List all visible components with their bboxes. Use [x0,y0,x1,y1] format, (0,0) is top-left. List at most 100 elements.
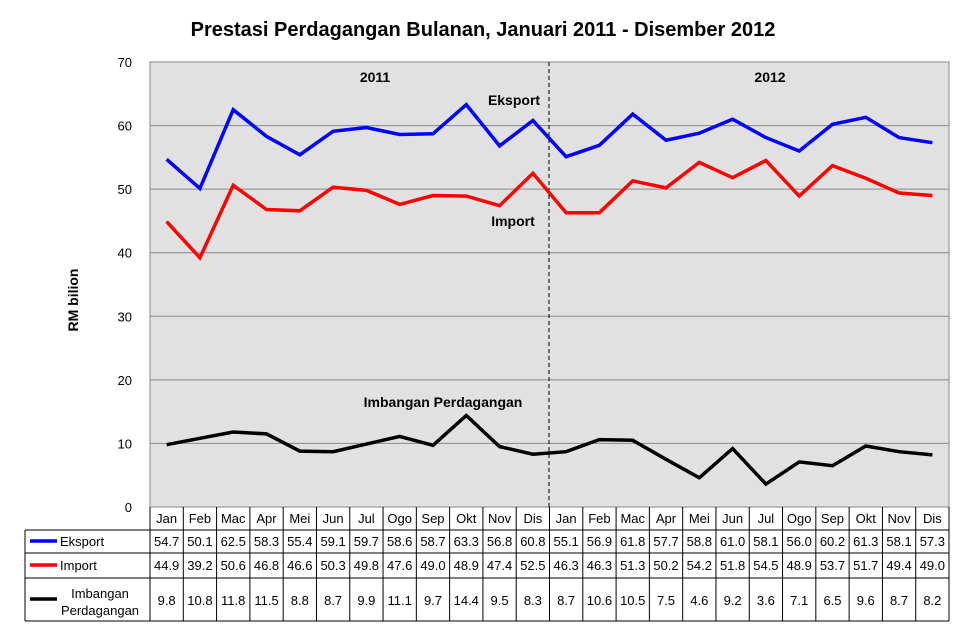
table-cell: 11.8 [221,593,245,608]
table-row-label: Eksport [60,534,104,549]
x-tick-label: Ogo [387,511,412,526]
table-row-label: Imbangan [71,586,129,601]
table-cell: 46.6 [287,558,312,573]
table-cell: 11.5 [254,593,278,608]
table-cell: 8.7 [557,593,575,608]
table-cell: 58.1 [753,534,778,549]
table-cell: 9.7 [424,593,442,608]
table-cell: 49.0 [420,558,445,573]
table-cell: 55.4 [287,534,312,549]
y-tick-label: 60 [118,119,132,134]
table-cell: 10.6 [587,593,612,608]
x-tick-label: Mac [620,511,645,526]
annotation-imbangan: Imbangan Perdagangan [364,394,523,410]
table-cell: 46.3 [587,558,612,573]
series-line-1 [165,158,933,261]
table-cell: 9.6 [857,593,875,608]
table-cell: 55.1 [553,534,578,549]
year-label-2012: 2012 [754,69,785,85]
x-tick-label: Dis [523,511,542,526]
table-cell: 61.8 [620,534,645,549]
x-tick-label: Nov [888,511,912,526]
x-tick-label: Apr [656,511,677,526]
table-row-label: Perdagangan [61,603,139,618]
table-cell: 50.1 [187,534,212,549]
x-tick-label: Mei [689,511,710,526]
table-cell: 53.7 [820,558,845,573]
table-row-label: Import [60,558,97,573]
table-cell: 6.5 [823,593,841,608]
table-cell: 58.3 [254,534,279,549]
table-cell: 8.8 [291,593,309,608]
series-lines [165,102,933,487]
table-cell: 57.7 [653,534,678,549]
table-cell: 11.1 [388,593,412,608]
table-cell: 56.8 [487,534,512,549]
table-cell: 63.3 [454,534,479,549]
table-cell: 51.3 [620,558,645,573]
y-axis: 0 10 20 30 40 50 60 70 [118,55,132,515]
x-tick-label: Jan [156,511,177,526]
table-cell: 59.7 [354,534,379,549]
table-cell: 58.8 [687,534,712,549]
x-tick-label: Okt [856,511,877,526]
x-tick-label: Jul [758,511,775,526]
series-line-2 [166,413,933,487]
x-tick-label: Sep [421,511,444,526]
series-line-0 [165,102,933,192]
annotation-eksport: Eksport [488,92,540,108]
y-tick-label: 30 [118,309,132,324]
table-cell: 62.5 [221,534,246,549]
table-cell: 51.7 [853,558,878,573]
x-tick-label: Ogo [787,511,812,526]
table-cell: 9.5 [491,593,509,608]
table-cell: 54.5 [753,558,778,573]
table-cell: 57.3 [920,534,945,549]
table-cell: 60.2 [820,534,845,549]
x-tick-label: Nov [488,511,512,526]
table-cell: 47.6 [387,558,412,573]
table-cell: 56.0 [787,534,812,549]
table-cell: 10.8 [187,593,212,608]
year-label-2011: 2011 [360,69,391,85]
x-tick-label: Okt [456,511,477,526]
table-cell: 50.3 [320,558,345,573]
table-cell: 14.4 [454,593,479,608]
table-cell: 49.4 [886,558,911,573]
table-cell: 54.2 [687,558,712,573]
x-tick-label: Jun [323,511,344,526]
table-cell: 3.6 [757,593,775,608]
x-tick-label: Mac [221,511,246,526]
table-cell: 49.0 [920,558,945,573]
table-cell: 61.3 [853,534,878,549]
data-table: Jan Feb Mac Apr Mei Jun Jul Ogo Sep Okt Nov Dis Jan F… [24,507,950,622]
table-cell: 56.9 [587,534,612,549]
table-cell: 39.2 [187,558,212,573]
x-tick-label: Dis [923,511,942,526]
x-tick-label: Apr [256,511,277,526]
annotation-import: Import [491,213,535,229]
y-tick-label: 20 [118,373,132,388]
table-cell: 46.3 [553,558,578,573]
table-cell: 10.5 [620,593,645,608]
table-cell: 60.8 [520,534,545,549]
table-cell: 44.9 [154,558,179,573]
table-cell: 50.6 [221,558,246,573]
x-tick-label: Jul [358,511,375,526]
y-tick-label: 50 [118,182,132,197]
table-cell: 7.1 [790,593,808,608]
x-tick-label: Sep [821,511,844,526]
table-cell: 8.3 [524,593,542,608]
y-tick-label: 0 [125,500,132,515]
x-tick-label: Jun [722,511,743,526]
table-cell: 48.9 [454,558,479,573]
table-cell: 7.5 [657,593,675,608]
table-cell: 8.7 [890,593,908,608]
table-cell: 49.8 [354,558,379,573]
x-tick-label: Feb [189,511,211,526]
table-cell: 58.7 [420,534,445,549]
y-tick-label: 70 [118,55,132,70]
table-cell: 54.7 [154,534,179,549]
table-cell: 9.2 [724,593,742,608]
